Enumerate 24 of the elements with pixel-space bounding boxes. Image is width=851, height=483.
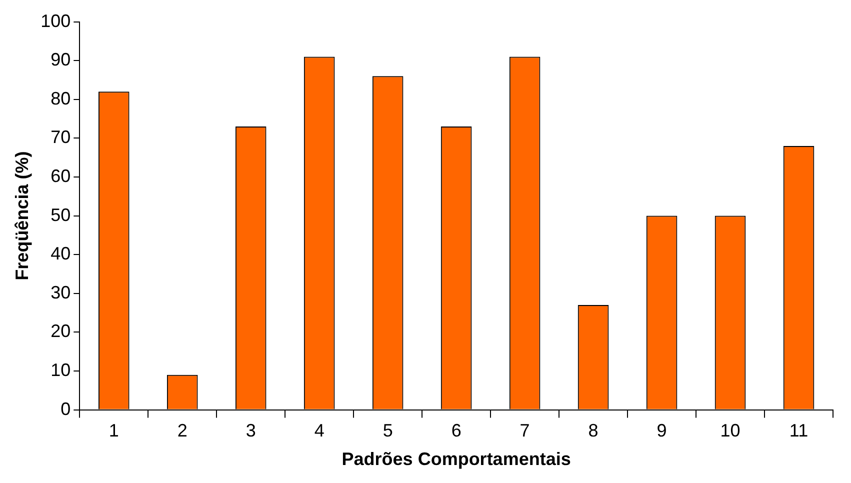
- x-tick-label: 5: [382, 420, 393, 441]
- y-tick-label: 0: [60, 398, 71, 419]
- x-tick-label: 2: [177, 420, 188, 441]
- x-tick-label: 3: [246, 420, 256, 441]
- y-tick-label: 20: [50, 321, 71, 342]
- x-tick-label: 6: [451, 420, 462, 441]
- y-tick-label: 30: [50, 282, 71, 302]
- y-tick-label: 90: [50, 50, 71, 70]
- y-tick-label: 50: [50, 204, 71, 225]
- y-tick-label: 80: [50, 88, 71, 108]
- x-tick-label: 7: [520, 420, 530, 441]
- x-axis-title: Padrões Comportamentais: [342, 449, 571, 470]
- y-tick-label: 100: [40, 10, 71, 31]
- y-tick-label: 40: [50, 244, 71, 264]
- x-tick-label: 10: [720, 420, 740, 441]
- x-tick-label: 9: [656, 420, 667, 441]
- x-tick-label: 11: [789, 420, 808, 441]
- x-tick-label: 4: [314, 420, 324, 441]
- y-tick-label: 60: [50, 166, 71, 186]
- x-tick-label: 1: [108, 420, 119, 441]
- x-tick-label: 8: [588, 420, 598, 441]
- y-tick-label: 10: [50, 360, 71, 380]
- y-axis-title: Freqüência (%): [12, 151, 32, 280]
- y-tick-label: 70: [50, 127, 71, 148]
